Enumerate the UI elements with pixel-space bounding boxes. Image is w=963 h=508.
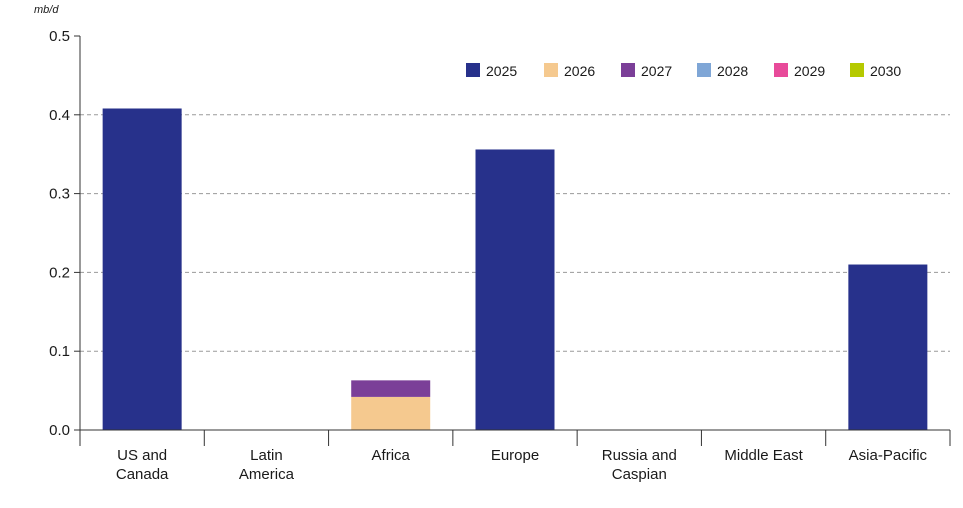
y-tick-label: 0.1 <box>49 343 70 360</box>
bar-2025 <box>475 149 555 431</box>
legend-label-2029: 2029 <box>794 63 825 79</box>
legend-label-2026: 2026 <box>564 63 595 79</box>
legend-swatch-2030 <box>850 63 864 77</box>
legend-swatch-2025 <box>466 63 480 77</box>
category-label: Europe <box>491 447 539 464</box>
category-label: Russia and Caspian <box>602 447 677 483</box>
bar-2027 <box>351 380 431 397</box>
legend-swatch-2026 <box>544 63 558 77</box>
y-tick-labels: 0.0 0.1 0.2 0.3 0.4 0.5 <box>49 28 70 439</box>
category-label: Latin America <box>239 447 295 483</box>
bar-2026 <box>351 396 431 430</box>
legend: 2025 2026 2027 2028 2029 2030 <box>466 63 901 79</box>
bars <box>102 108 928 431</box>
y-tick-label: 0.2 <box>49 264 70 281</box>
legend-label-2030: 2030 <box>870 63 901 79</box>
y-tick-label: 0.5 <box>49 28 70 45</box>
category-labels: US and Canada Latin America Africa Europe Russ… <box>116 447 928 483</box>
legend-label-2025: 2025 <box>486 63 517 79</box>
y-axis-unit-label: mb/d <box>34 4 59 16</box>
category-label: Asia-Pacific <box>849 447 928 464</box>
category-label: Africa <box>372 447 411 464</box>
category-label: Middle East <box>724 447 803 464</box>
y-tick-label: 0.4 <box>49 107 70 124</box>
bar-2025 <box>848 264 928 430</box>
legend-label-2027: 2027 <box>641 63 672 79</box>
axes <box>74 35 951 446</box>
legend-swatch-2027 <box>621 63 635 77</box>
legend-swatch-2029 <box>774 63 788 77</box>
y-tick-label: 0.3 <box>49 186 70 203</box>
y-tick-label: 0.0 <box>49 422 70 439</box>
bar-2025 <box>102 108 182 430</box>
category-label: US and Canada <box>116 447 169 483</box>
legend-swatch-2028 <box>697 63 711 77</box>
legend-label-2028: 2028 <box>717 63 748 79</box>
